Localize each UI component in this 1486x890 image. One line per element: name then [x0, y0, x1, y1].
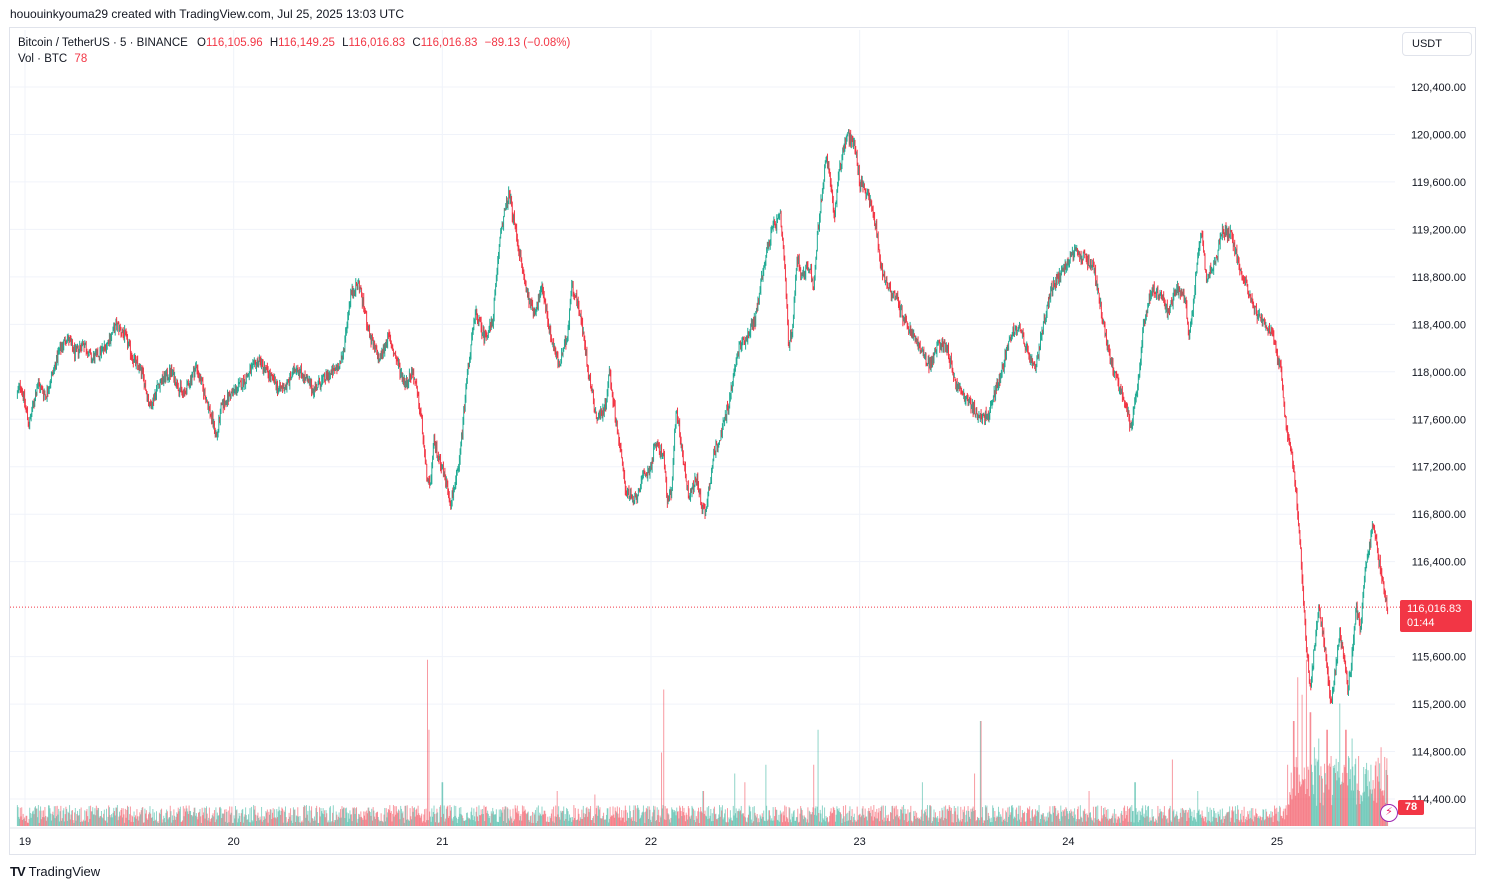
- volume-row: Vol · BTC 78: [18, 51, 570, 67]
- y-tick-label: 116,800.00: [1412, 509, 1466, 521]
- x-tick-label: 19: [19, 836, 31, 848]
- x-tick-label: 23: [854, 836, 866, 848]
- high-value: 116,149.25: [278, 37, 335, 49]
- open-label: O: [197, 37, 206, 49]
- x-tick-label: 21: [436, 836, 448, 848]
- grid-lines: [10, 30, 1395, 826]
- y-tick-label: 117,200.00: [1412, 462, 1466, 474]
- y-tick-label: 118,000.00: [1412, 367, 1466, 379]
- lightning-icon[interactable]: ⚡: [1380, 804, 1398, 822]
- open-value: 116,105.96: [205, 37, 263, 49]
- low-value: 116,016.83: [348, 37, 406, 49]
- ohlc-row: Bitcoin / TetherUS · 5 · BINANCE O116,10…: [18, 35, 570, 51]
- brand-name: TradingView: [28, 864, 101, 879]
- y-tick-label: 115,200.00: [1412, 699, 1466, 711]
- current-price-value: 116,016.83: [1407, 603, 1462, 615]
- y-tick-label: 117,600.00: [1412, 414, 1466, 426]
- chart-caption: hououinkyouma29 created with TradingView…: [10, 7, 405, 21]
- y-tick-label: 119,200.00: [1412, 224, 1466, 236]
- volume-value: 78: [74, 53, 88, 65]
- currency-button[interactable]: USDT: [1402, 32, 1472, 56]
- legend: Bitcoin / TetherUS · 5 · BINANCE O116,10…: [18, 35, 570, 67]
- y-tick-label: 118,800.00: [1412, 272, 1466, 284]
- bar-countdown: 01:44: [1407, 617, 1435, 629]
- volume-bars: [16, 659, 1389, 826]
- close-value: 116,016.83: [420, 37, 478, 49]
- symbol-label[interactable]: Bitcoin / TetherUS · 5 · BINANCE: [18, 37, 188, 49]
- high-label: H: [269, 37, 279, 49]
- volume-tag: 78: [1398, 800, 1424, 815]
- candles: [16, 129, 1389, 705]
- chart-frame[interactable]: [9, 27, 1476, 855]
- low-label: L: [342, 37, 349, 49]
- current-price-tag: 116,016.83 01:44: [1400, 600, 1472, 632]
- x-tick-label: 22: [645, 836, 657, 848]
- x-tick-label: 25: [1271, 836, 1283, 848]
- y-tick-label: 115,600.00: [1412, 652, 1466, 664]
- y-tick-label: 119,600.00: [1412, 177, 1466, 189]
- y-tick-label: 114,800.00: [1412, 747, 1466, 759]
- change-value: −89.13 (−0.08%): [484, 37, 571, 49]
- close-label: C: [412, 37, 421, 49]
- volume-label[interactable]: Vol · BTC: [18, 53, 68, 65]
- tradingview-logo-icon: TV: [10, 864, 26, 879]
- y-tick-label: 114,400.00: [1412, 794, 1466, 806]
- x-tick-label: 24: [1062, 836, 1074, 848]
- time-axis: 19 20 21 22 23 24 25: [10, 827, 1475, 848]
- price-axis: 120,400.00 120,000.00 119,600.00 119,200.00…: [1411, 82, 1466, 806]
- tradingview-brand[interactable]: TV TradingView: [10, 864, 100, 879]
- x-tick-label: 20: [228, 836, 240, 848]
- y-tick-label: 118,400.00: [1412, 319, 1466, 331]
- y-tick-label: 120,400.00: [1411, 82, 1466, 94]
- y-tick-label: 116,400.00: [1412, 557, 1466, 569]
- y-tick-label: 120,000.00: [1411, 129, 1466, 141]
